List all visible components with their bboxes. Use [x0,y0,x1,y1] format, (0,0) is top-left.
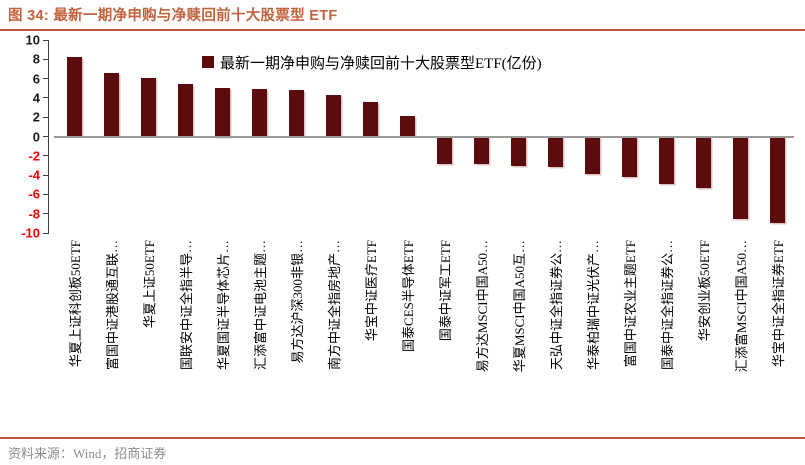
y-tick-mark [43,97,48,99]
y-tick-label: 8 [32,51,40,67]
y-tick-mark [43,136,48,137]
x-axis-label-text: 国泰中证军工ETF [437,240,453,342]
x-axis-label: 汇添富MSCI中国A50… [722,240,759,428]
x-axis-label-text: 国联安中证全指半导… [178,240,194,371]
y-tick-label: 4 [32,90,40,106]
y-tick-label: -4 [28,167,40,183]
x-axis-label: 华安创业板50ETF [685,240,722,428]
bar [622,136,637,178]
x-axis-label-text: 华夏上证50ETF [141,240,157,329]
bar [215,88,230,137]
x-axis-label: 易方达沪深300非银… [278,240,315,428]
x-axis-label: 华泰柏瑞中证光伏产… [574,240,611,428]
y-tick-label: -10 [21,225,40,241]
bar [326,95,341,137]
bar [178,84,193,137]
x-axis-label-text: 华宝中证医疗ETF [363,240,379,342]
bar [548,136,563,168]
x-axis-label-text: 富国中证农业主题ETF [622,240,638,368]
x-axis-label: 国泰中证军工ETF [426,240,463,428]
x-axis-label-text: 汇添富MSCI中国A50… [733,240,749,373]
x-axis-label-text: 国泰中证全指证券公… [659,240,675,371]
y-tick-label: -8 [28,206,40,222]
bar [400,116,415,137]
x-axis-label-text: 华夏MSCI中国A50互… [511,240,527,373]
x-axis-label-text: 华夏国证半导体芯片… [215,240,231,371]
footer-divider [0,437,805,439]
y-tick-label: 2 [32,109,40,125]
legend-swatch-icon [202,56,214,68]
bar [252,89,267,137]
x-axis-label: 国联安中证全指半导… [167,240,204,428]
bar [733,136,748,220]
x-axis-labels: 华夏上证科创板50ETF 富国中证港股通互联… 华夏上证50ETF 国联安中证全指半导… [54,240,794,428]
x-axis-label: 易方达MSCI中国A50… [463,240,500,428]
x-axis-label-text: 易方达沪深300非银… [289,240,305,364]
x-axis-label: 汇添富中证电池主题… [241,240,278,428]
x-axis-label: 华夏MSCI中国A50互… [500,240,537,428]
bar [437,136,452,165]
x-axis-label: 国泰CES半导体ETF [389,240,426,428]
bar [696,136,711,188]
bar [474,136,489,165]
y-tick-mark [43,213,48,215]
y-tick-label: 10 [25,32,40,48]
y-tick-mark [43,39,48,41]
y-tick-mark [43,78,48,80]
x-axis-label: 富国中证港股通互联… [93,240,130,428]
y-tick-mark [43,232,48,234]
y-tick-mark [43,155,48,157]
bar [511,136,526,167]
x-axis-label: 华夏上证科创板50ETF [56,240,93,428]
x-axis-label-text: 华夏上证科创板50ETF [67,240,83,368]
bar [659,136,674,184]
y-tick-mark [43,174,48,176]
zero-axis-line [54,135,794,138]
y-axis-line [48,40,49,234]
bar [289,90,304,137]
y-tick-mark [43,193,48,195]
x-axis-label: 国泰中证全指证券公… [648,240,685,428]
y-tick-label: 0 [32,129,40,144]
x-axis-label-text: 南方中证全指房地产… [326,240,342,371]
bar [363,101,378,137]
y-tick-mark [43,116,48,118]
y-tick-label: -2 [28,148,40,164]
bar [585,136,600,175]
y-tick-label: -6 [28,186,40,202]
x-axis-label: 华夏国证半导体芯片… [204,240,241,428]
x-axis-label-text: 华泰柏瑞中证光伏产… [585,240,601,371]
y-tick-label: 6 [32,71,40,87]
x-axis-label-text: 国泰CES半导体ETF [400,240,416,352]
legend: 最新一期净申购与净赎回前十大股票型ETF(亿份) [202,52,542,73]
bar [770,136,785,224]
source-note: 资料来源：Wind，招商证券 [8,446,167,461]
x-axis-label: 南方中证全指房地产… [315,240,352,428]
x-axis-label: 华宝中证医疗ETF [352,240,389,428]
x-axis-label-text: 富国中证港股通互联… [104,240,120,371]
title-divider [0,29,805,31]
x-axis-label: 富国中证农业主题ETF [611,240,648,428]
figure-title: 图 34: 最新一期净申购与净赎回前十大股票型 ETF [8,8,338,24]
x-axis-label: 天弘中证全指证券公… [537,240,574,428]
x-axis-label-text: 汇添富中证电池主题… [252,240,268,371]
x-axis-label-text: 天弘中证全指证券公… [548,240,564,371]
plot-area: 最新一期净申购与净赎回前十大股票型ETF(亿份) [54,40,794,233]
x-axis-label: 华夏上证50ETF [130,240,167,428]
x-axis-label-text: 易方达MSCI中国A50… [474,240,490,373]
x-axis-label-text: 华安创业板50ETF [696,240,712,342]
bar [141,77,156,137]
x-axis-label: 华宝中证全指证券ETF [759,240,796,428]
legend-label: 最新一期净申购与净赎回前十大股票型ETF(亿份) [220,56,542,72]
y-tick-mark [43,58,48,60]
bar [67,57,82,137]
x-axis-label-text: 华宝中证全指证券ETF [770,240,786,368]
bar [104,72,119,137]
